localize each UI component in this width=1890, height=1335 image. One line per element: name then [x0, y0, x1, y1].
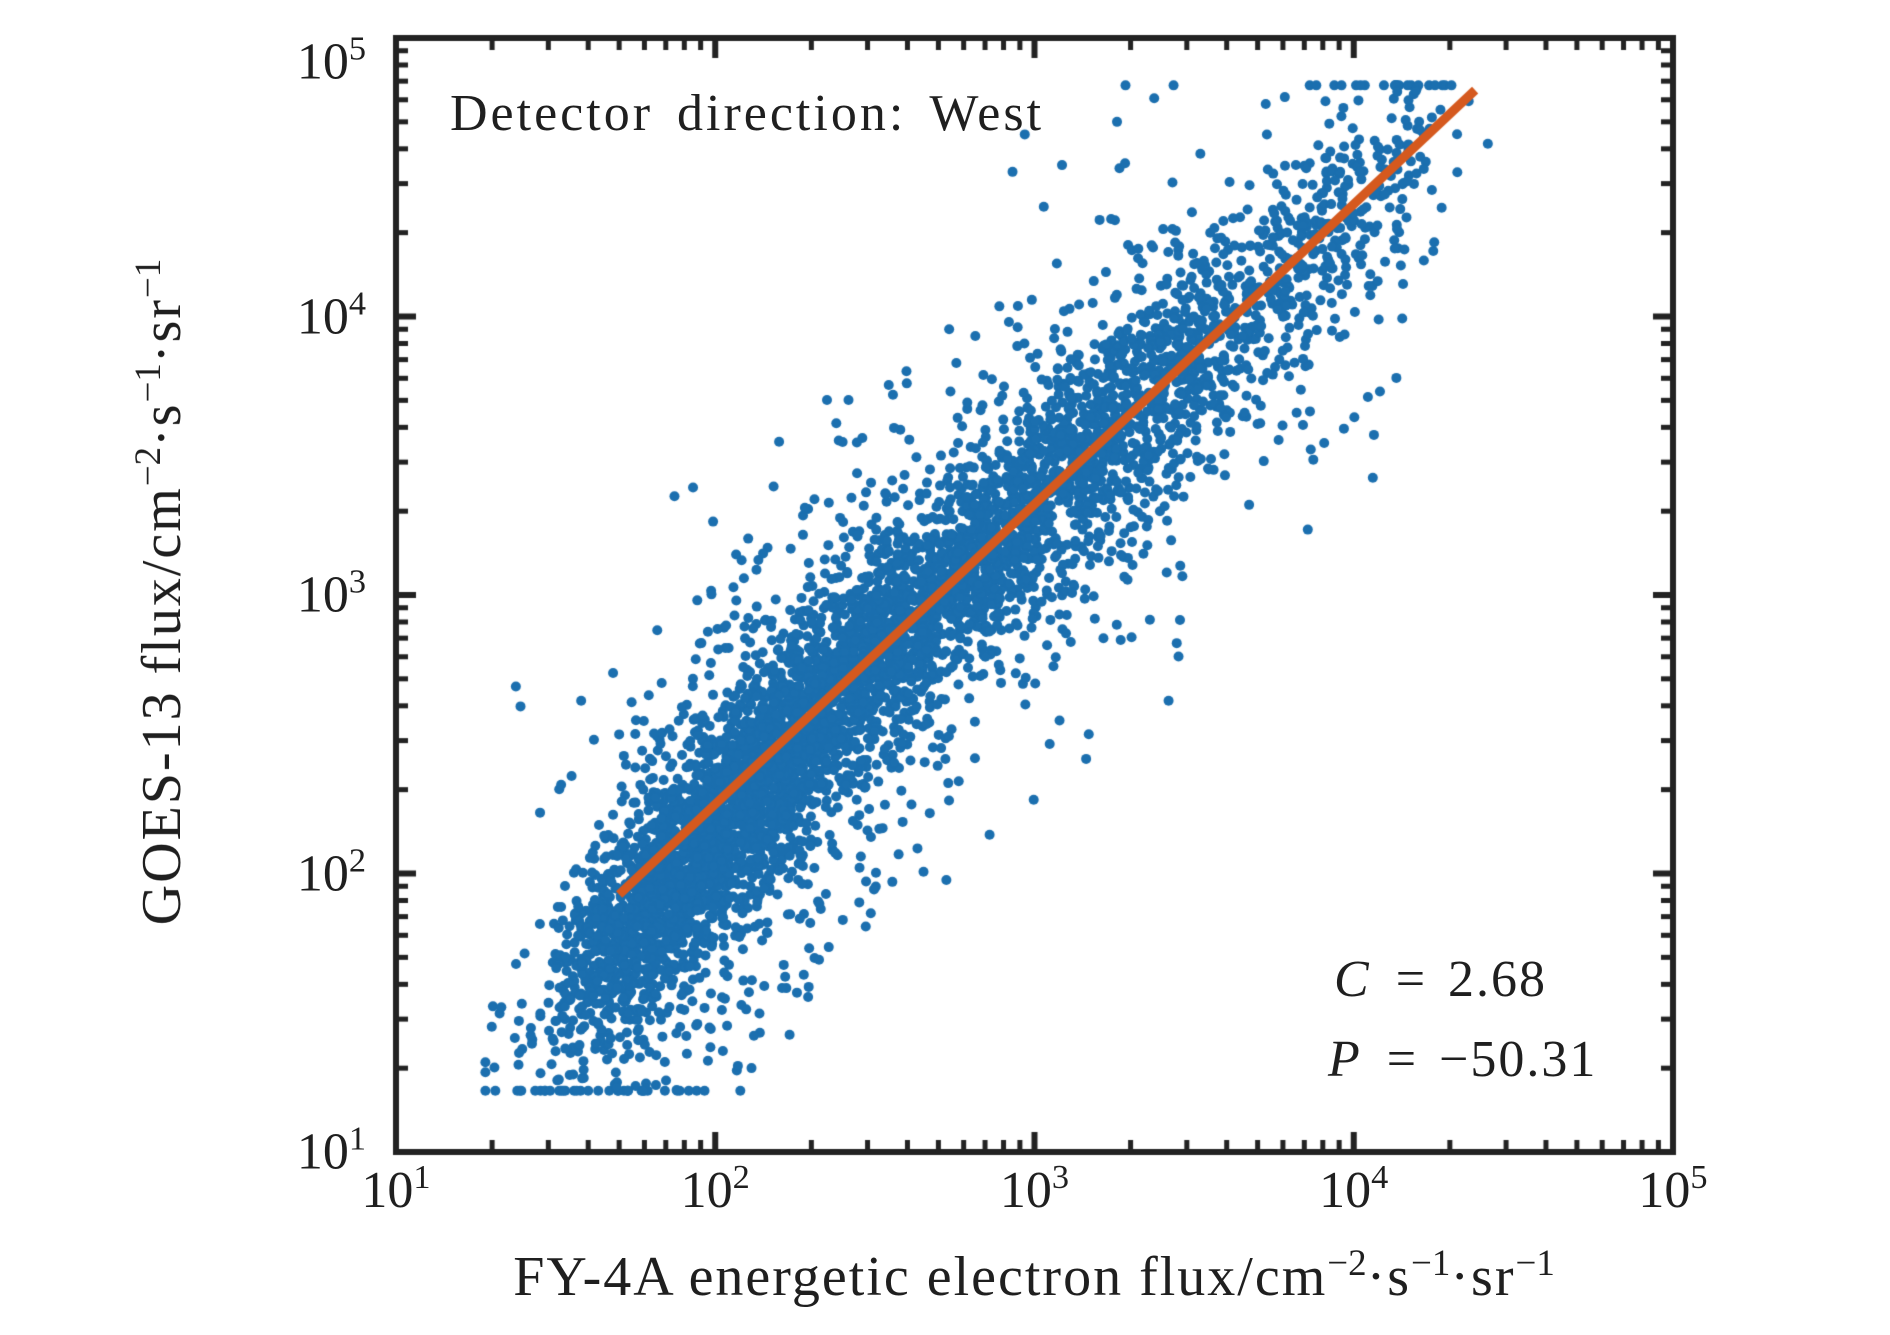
y-tick-label-1e4: 104: [296, 284, 366, 345]
superscript: −1: [126, 258, 168, 299]
superscript: 4: [348, 284, 366, 323]
y-axis-label: GOES-13 flux/cm−2·s−1·sr−1: [126, 258, 193, 926]
math-variable: P: [1328, 1031, 1362, 1088]
y-tick-label-1e5: 105: [296, 29, 366, 91]
superscript: 1: [348, 1119, 366, 1158]
superscript: 5: [1690, 1158, 1708, 1197]
y-tick-label-1e1: 101: [296, 1119, 366, 1181]
y-tick-label-1e2: 102: [296, 841, 366, 902]
x-tick-label-1e2: 102: [680, 1158, 750, 1219]
y-tick-label-1e3: 103: [296, 562, 366, 624]
superscript: −1: [1515, 1241, 1555, 1283]
superscript: 2: [348, 841, 366, 880]
superscript: 4: [1371, 1158, 1389, 1197]
superscript: −1: [126, 363, 168, 403]
superscript: 3: [1051, 1158, 1070, 1197]
superscript: 2: [732, 1158, 750, 1197]
superscript: −2: [1327, 1241, 1367, 1283]
superscript: −1: [1411, 1241, 1451, 1283]
x-axis-label: FY-4A energetic electron flux/cm−2·s−1·s…: [513, 1241, 1555, 1308]
fit-coefficient-c-annotation: C = 2.68: [1334, 951, 1548, 1008]
superscript: 3: [348, 562, 366, 601]
x-tick-label-1e1: 101: [361, 1158, 431, 1219]
x-tick-label-1e3: 103: [999, 1158, 1070, 1219]
fit-coefficient-p-annotation: P = −50.31: [1328, 1031, 1598, 1088]
x-tick-label-1e4: 104: [1319, 1158, 1389, 1219]
x-tick-label-1e5: 105: [1638, 1158, 1708, 1219]
superscript: 1: [413, 1158, 431, 1197]
superscript: 5: [348, 29, 366, 68]
superscript: −2: [126, 446, 168, 487]
math-variable: C: [1334, 951, 1371, 1008]
detector-direction-annotation: Detector direction: West: [450, 85, 1045, 142]
